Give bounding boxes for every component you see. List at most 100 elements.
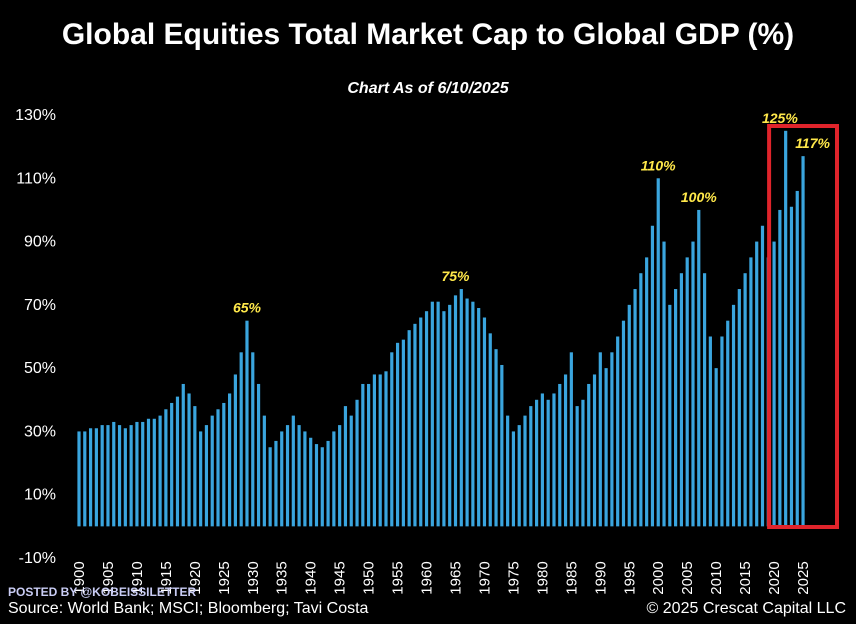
bar-1904 bbox=[100, 425, 104, 527]
bar-1920 bbox=[193, 406, 197, 527]
bar-1910 bbox=[135, 421, 139, 527]
y-tick-label: 50% bbox=[24, 360, 56, 377]
highlight-box bbox=[767, 124, 839, 529]
bar-1911 bbox=[141, 421, 145, 527]
bar-1940 bbox=[309, 437, 313, 527]
bar-1995 bbox=[627, 304, 631, 527]
x-tick-label: 1995 bbox=[621, 561, 638, 594]
bar-1992 bbox=[610, 352, 614, 527]
bar-1938 bbox=[297, 425, 301, 527]
bar-1918 bbox=[181, 383, 185, 527]
bar-2005 bbox=[685, 257, 689, 527]
x-tick-label: 2020 bbox=[766, 561, 783, 594]
bar-1923 bbox=[210, 415, 214, 527]
bar-1916 bbox=[170, 402, 174, 527]
bar-1956 bbox=[401, 339, 405, 527]
bar-1985 bbox=[569, 352, 573, 527]
y-tick-label: 30% bbox=[24, 423, 56, 440]
bar-1987 bbox=[581, 399, 585, 527]
bar-2003 bbox=[674, 289, 678, 527]
bar-1945 bbox=[338, 425, 342, 527]
bar-1954 bbox=[390, 352, 394, 527]
bar-1962 bbox=[436, 301, 440, 527]
x-tick-label: 1930 bbox=[245, 561, 262, 594]
bar-1978 bbox=[529, 406, 533, 527]
bar-1903 bbox=[94, 428, 98, 527]
bar-2007 bbox=[697, 209, 701, 527]
bar-2010 bbox=[714, 368, 718, 527]
y-tick-label: 10% bbox=[24, 487, 56, 504]
bar-2011 bbox=[720, 336, 724, 527]
x-tick-label: 1905 bbox=[100, 561, 117, 594]
bar-1988 bbox=[587, 383, 591, 527]
bar-1950 bbox=[367, 383, 371, 527]
bar-1972 bbox=[494, 349, 498, 527]
annotation-label: 65% bbox=[233, 300, 262, 316]
bar-1981 bbox=[546, 399, 550, 527]
bar-1927 bbox=[233, 374, 237, 527]
y-axis-ticks: 130% 110% 90% 70% 50% 30% 10% -10% bbox=[15, 107, 56, 567]
bar-1930 bbox=[251, 352, 255, 527]
bar-1991 bbox=[604, 368, 608, 527]
x-tick-label: 1955 bbox=[390, 561, 407, 594]
bar-1976 bbox=[517, 425, 521, 527]
bar-1936 bbox=[285, 425, 290, 527]
bar-1946 bbox=[343, 406, 348, 527]
posted-by-label: POSTED BY @KOBEISSILETTER bbox=[8, 585, 197, 599]
bar-1963 bbox=[442, 311, 446, 527]
bar-1989 bbox=[592, 374, 597, 527]
bar-1994 bbox=[621, 320, 626, 527]
source-label: Source: World Bank; MSCI; Bloomberg; Tav… bbox=[8, 600, 369, 617]
bar-2004 bbox=[679, 273, 683, 527]
x-tick-label: 2025 bbox=[795, 561, 812, 594]
bar-2000 bbox=[656, 178, 660, 527]
bar-1952 bbox=[378, 374, 382, 527]
bar-1905 bbox=[106, 425, 110, 527]
bar-1925 bbox=[222, 402, 226, 527]
bar-1967 bbox=[465, 298, 469, 527]
bar-1947 bbox=[349, 415, 353, 527]
bar-2016 bbox=[749, 257, 753, 527]
bar-1919 bbox=[187, 393, 191, 527]
bar-1993 bbox=[616, 336, 620, 527]
bar-1951 bbox=[372, 374, 376, 527]
bar-1900 bbox=[77, 431, 81, 527]
y-tick-label: 70% bbox=[24, 297, 56, 314]
x-tick-label: 1920 bbox=[187, 561, 204, 594]
bar-1917 bbox=[175, 396, 180, 527]
bar-1902 bbox=[88, 428, 93, 527]
bars-group bbox=[77, 130, 805, 527]
annotation-label: 117% bbox=[795, 135, 830, 151]
bar-2008 bbox=[702, 273, 707, 527]
chart-title: Global Equities Total Market Cap to Glob… bbox=[61, 18, 795, 51]
bar-1933 bbox=[268, 447, 272, 527]
bar-2013 bbox=[731, 304, 736, 527]
annotation-label: 100% bbox=[681, 189, 717, 205]
bar-1974 bbox=[506, 415, 510, 527]
x-tick-label: 1950 bbox=[361, 561, 378, 594]
bar-1943 bbox=[326, 440, 330, 527]
x-tick-label: 2015 bbox=[737, 561, 754, 594]
chart-subtitle: Chart As of 6/10/2025 bbox=[347, 80, 509, 97]
bar-1928 bbox=[239, 352, 243, 527]
x-tick-label: 2005 bbox=[679, 561, 696, 594]
bar-1937 bbox=[291, 415, 295, 527]
x-tick-label: 1940 bbox=[303, 561, 320, 594]
bar-1953 bbox=[384, 371, 388, 527]
bar-1964 bbox=[448, 304, 452, 527]
bar-1901 bbox=[83, 431, 87, 527]
bar-1960 bbox=[424, 311, 429, 527]
bar-1997 bbox=[639, 273, 643, 527]
bar-2014 bbox=[737, 289, 741, 527]
bar-1957 bbox=[407, 330, 411, 527]
bar-2017 bbox=[755, 241, 759, 527]
bar-1966 bbox=[459, 289, 463, 527]
bar-1915 bbox=[164, 409, 168, 527]
bar-1970 bbox=[482, 317, 487, 527]
bar-1955 bbox=[395, 342, 400, 527]
x-tick-label: 1970 bbox=[477, 561, 494, 594]
bar-2023 bbox=[789, 206, 794, 527]
bar-1939 bbox=[303, 431, 307, 527]
bar-1907 bbox=[117, 425, 122, 527]
bar-2006 bbox=[691, 241, 695, 527]
